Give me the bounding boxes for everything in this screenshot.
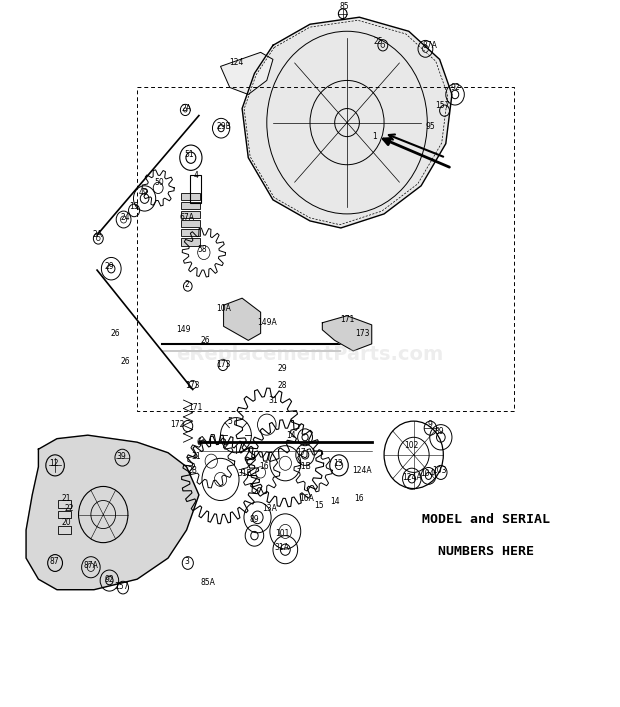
Text: 39: 39: [117, 452, 126, 461]
Text: 22: 22: [64, 504, 74, 513]
Text: 5: 5: [228, 416, 232, 426]
Text: 2: 2: [184, 280, 189, 288]
Text: 124A: 124A: [402, 473, 422, 481]
Text: 28: 28: [278, 382, 287, 390]
Text: 16: 16: [355, 494, 364, 503]
Bar: [181, 229, 200, 236]
Text: 6: 6: [197, 438, 202, 447]
Text: MODEL and SERIAL: MODEL and SERIAL: [422, 513, 550, 526]
Text: 149A: 149A: [257, 318, 277, 327]
Text: 157: 157: [435, 100, 450, 110]
Bar: [181, 202, 200, 209]
Text: 25: 25: [373, 37, 383, 46]
Text: 92: 92: [105, 575, 114, 584]
Polygon shape: [224, 298, 260, 340]
Bar: [58, 501, 71, 508]
Text: 2A: 2A: [182, 104, 192, 113]
Text: 2B: 2B: [188, 466, 198, 475]
Text: 85: 85: [339, 2, 349, 11]
Text: 102: 102: [405, 441, 419, 450]
Text: 24: 24: [120, 213, 130, 222]
Text: 124A: 124A: [353, 466, 372, 475]
Text: 16: 16: [259, 462, 268, 472]
Text: 31B: 31B: [238, 469, 252, 479]
Bar: [181, 211, 200, 218]
Text: 173: 173: [216, 361, 231, 370]
Text: 171: 171: [340, 315, 354, 324]
Text: 13A: 13A: [262, 504, 277, 513]
Text: 20: 20: [61, 518, 71, 527]
Text: 17: 17: [296, 448, 306, 457]
Text: 16A: 16A: [299, 494, 314, 503]
Text: 87: 87: [49, 557, 59, 566]
Text: 172: 172: [170, 420, 185, 429]
Text: 149: 149: [176, 325, 191, 334]
Text: 26: 26: [111, 329, 120, 338]
Text: 31: 31: [191, 452, 201, 461]
Polygon shape: [322, 316, 372, 351]
Bar: [190, 175, 201, 204]
Text: 101: 101: [275, 529, 290, 538]
Text: 92: 92: [450, 83, 460, 92]
Text: 14: 14: [286, 431, 296, 440]
Text: 31A: 31A: [275, 543, 290, 552]
Text: 51: 51: [185, 150, 195, 158]
Text: 2A: 2A: [92, 230, 102, 240]
Text: 15: 15: [314, 501, 324, 510]
Text: 89: 89: [250, 515, 259, 524]
Text: eReplacementParts.com: eReplacementParts.com: [176, 345, 444, 364]
Bar: [181, 220, 200, 227]
Text: NUMBERS HERE: NUMBERS HERE: [438, 544, 534, 558]
Text: 103: 103: [432, 466, 447, 475]
Text: 49: 49: [138, 188, 148, 197]
Bar: [181, 193, 200, 200]
Text: 173: 173: [185, 382, 200, 390]
Text: 157: 157: [115, 582, 129, 590]
Text: 26: 26: [200, 336, 210, 345]
Text: 1: 1: [373, 132, 377, 141]
Text: 13: 13: [130, 202, 139, 211]
Text: 9: 9: [428, 420, 433, 429]
Text: 31B: 31B: [296, 462, 311, 472]
Text: 85A: 85A: [201, 578, 216, 588]
Text: 95: 95: [425, 122, 435, 131]
Polygon shape: [221, 52, 273, 95]
Text: 14: 14: [330, 498, 340, 506]
Text: 124: 124: [229, 59, 243, 67]
Text: 171: 171: [188, 402, 203, 411]
Text: 58: 58: [197, 245, 207, 254]
Polygon shape: [242, 17, 452, 228]
Text: 87A: 87A: [84, 561, 99, 570]
Text: 3: 3: [184, 557, 189, 566]
Text: 26: 26: [120, 357, 130, 366]
Polygon shape: [26, 436, 199, 590]
Text: 4: 4: [193, 171, 198, 180]
Text: 29: 29: [277, 364, 287, 373]
Text: 29: 29: [105, 262, 114, 271]
Text: 89: 89: [435, 427, 445, 436]
Text: 12: 12: [49, 459, 59, 468]
Text: 50: 50: [154, 177, 164, 187]
Bar: [181, 238, 200, 245]
Bar: [58, 511, 71, 518]
Text: 173: 173: [355, 329, 370, 338]
Text: 21: 21: [61, 494, 71, 503]
Text: 104: 104: [420, 469, 435, 479]
Text: 29B: 29B: [216, 122, 231, 131]
Text: 10A: 10A: [216, 304, 231, 313]
Text: 87A: 87A: [423, 41, 438, 49]
Bar: [58, 527, 71, 534]
Text: 31: 31: [268, 395, 278, 404]
Text: 13: 13: [333, 459, 343, 468]
Text: 67A: 67A: [179, 213, 194, 222]
